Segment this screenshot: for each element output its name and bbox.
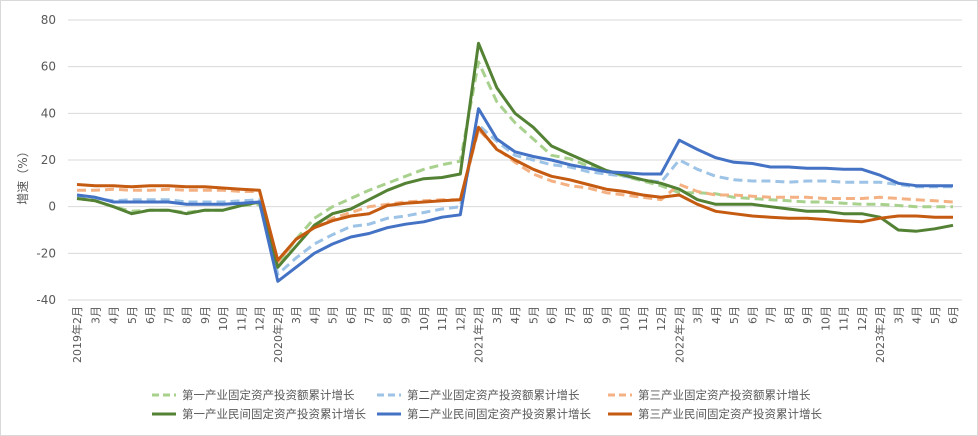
y-axis-ticks: -40 -20 0 20 40 60 80 [36,13,56,307]
x-tick-label: 6月 [144,306,157,324]
legend-label: 第三产业固定资产投资额累计增长 [638,388,811,402]
x-tick-label: 3月 [692,306,705,324]
x-tick-label: 8月 [783,306,796,324]
series-line-2 [76,123,953,276]
x-tick-label: 5月 [527,306,540,324]
y-tick-label: 60 [41,60,56,74]
x-tick-label: 12月 [254,306,267,331]
x-tick-label: 4月 [509,306,522,324]
x-tick-label: 5月 [126,306,139,324]
x-tick-label: 9月 [400,306,413,324]
series-lines [76,41,954,283]
y-tick-label: 20 [41,153,56,167]
x-tick-label: 3月 [892,306,905,324]
series-line-6 [76,125,953,262]
series-line-3 [77,128,954,265]
legend-label: 第一产业固定资产投资额累计增长 [182,388,355,402]
x-tick-label: 3月 [290,306,303,324]
x-tick-label: 2020年2月 [271,306,285,363]
x-tick-label: 10月 [619,306,632,331]
x-tick-label: 4月 [710,306,723,324]
x-tick-label: 11月 [436,306,449,331]
x-tick-label: 4月 [108,306,121,324]
y-axis-label: 增速（%） [16,145,30,204]
x-tick-label: 3月 [89,306,102,324]
x-tick-label: 9月 [199,306,212,324]
x-tick-label: 11月 [637,306,650,331]
x-tick-label: 3月 [491,306,504,324]
x-tick-label: 6月 [345,306,358,324]
x-tick-label: 8月 [582,306,595,324]
x-tick-label: 8月 [381,306,394,324]
gridlines [68,19,962,301]
legend-label: 第二产业民间固定资产投资累计增长 [407,407,591,421]
x-tick-label: 6月 [746,306,759,324]
x-tick-label: 10月 [217,306,230,331]
legend-label: 第一产业民间固定资产投资累计增长 [182,407,366,421]
x-axis-ticks: 2019年2月 3月 4月 5月 6月 7月 8月 9月 10月 11月 12月 2020年2月 3月 4… [70,306,960,363]
x-tick-label: 4月 [308,306,321,324]
x-tick-label: 2019年2月 [70,306,84,363]
x-tick-label: 11月 [235,306,248,331]
x-tick-label: 9月 [801,306,814,324]
x-tick-label: 8月 [181,306,194,324]
x-tick-label: 4月 [911,306,924,324]
x-tick-label: 5月 [929,306,942,324]
x-tick-label: 5月 [728,306,741,324]
x-tick-label: 9月 [600,306,613,324]
x-tick-label: 10月 [418,306,431,331]
legend: 第一产业固定资产投资额累计增长 第二产业固定资产投资额累计增长 第三产业固定资产投资… [152,388,822,421]
x-tick-label: 2023年2月 [873,306,887,363]
x-tick-label: 12月 [655,306,668,331]
x-tick-label: 2022年2月 [672,306,686,363]
x-tick-label: 12月 [454,306,467,331]
y-tick-label: 40 [41,106,56,120]
series-line-5 [76,107,953,283]
series-line-4 [76,41,954,269]
y-tick-label: 0 [48,200,56,214]
x-tick-label: 10月 [819,306,832,331]
x-tick-label: 5月 [327,306,340,324]
x-tick-label: 11月 [838,306,851,331]
x-tick-label: 12月 [856,306,869,331]
y-tick-label: -20 [36,246,56,260]
x-tick-label: 7月 [765,306,778,324]
x-tick-label: 6月 [947,306,960,324]
x-tick-label: 7月 [162,306,175,324]
y-tick-label: -40 [36,293,56,307]
legend-label: 第二产业固定资产投资额累计增长 [407,388,580,402]
x-tick-label: 2021年2月 [472,306,486,363]
x-tick-label: 7月 [564,306,577,324]
x-tick-label: 6月 [546,306,559,324]
x-tick-label: 7月 [363,306,376,324]
y-tick-label: 80 [41,13,56,27]
legend-label: 第三产业民间固定资产投资累计增长 [638,407,822,421]
